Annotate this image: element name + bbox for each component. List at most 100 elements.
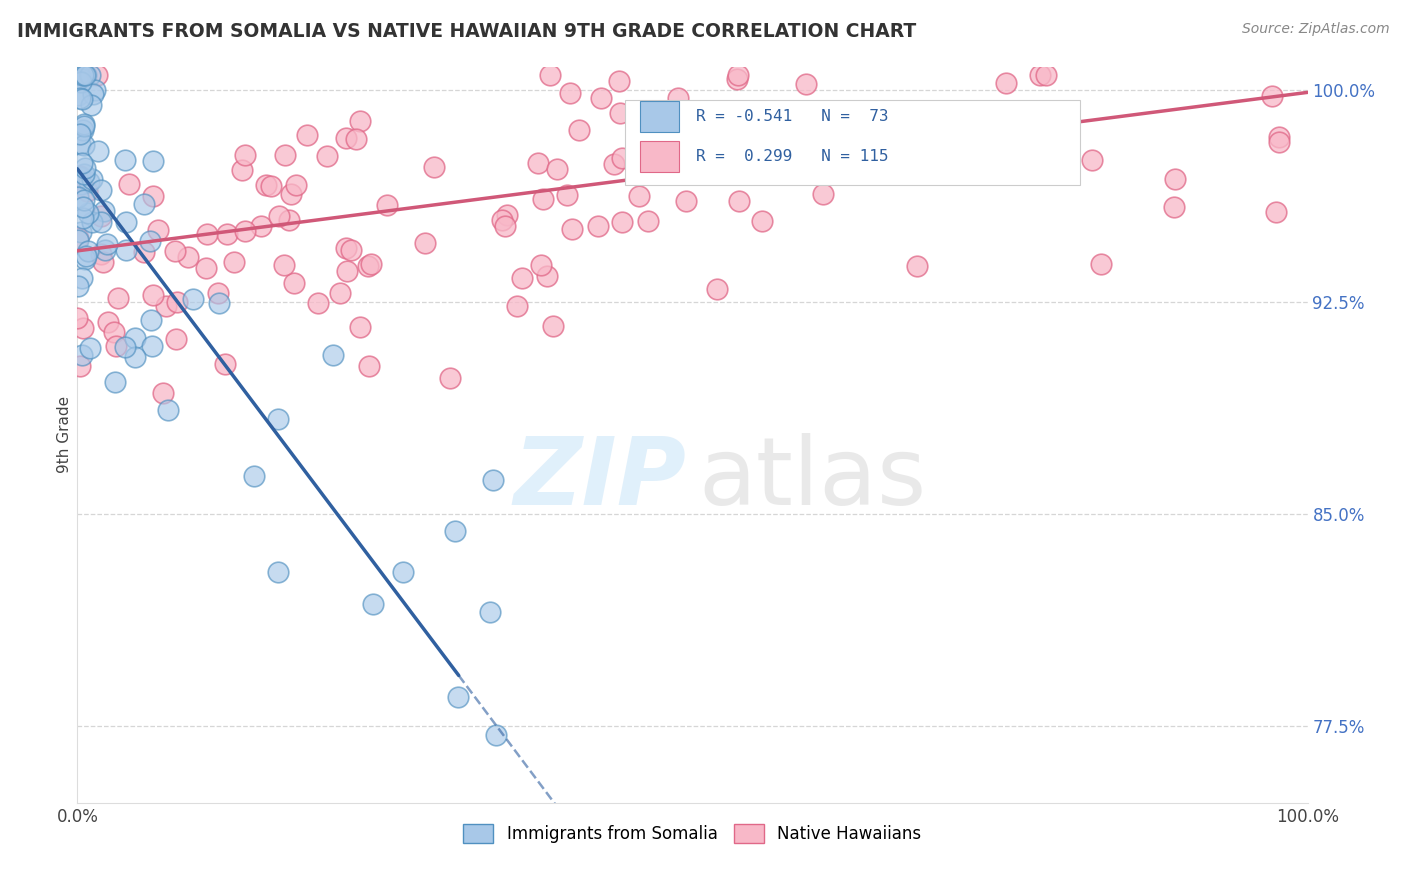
Point	[97, 315, 120, 329]
Point	[103, 325, 125, 339]
Point	[329, 286, 352, 301]
Point	[69, 137, 91, 152]
Point	[361, 597, 384, 611]
Point	[728, 194, 751, 208]
Point	[591, 91, 613, 105]
Point	[165, 244, 187, 258]
Point	[79, 69, 101, 83]
Point	[1028, 69, 1050, 83]
Point	[267, 412, 290, 426]
Point	[90, 215, 112, 229]
Point	[1090, 257, 1112, 271]
Point	[759, 164, 782, 178]
Point	[444, 524, 467, 538]
Point	[75, 252, 97, 266]
Point	[254, 178, 277, 192]
Point	[104, 338, 127, 352]
Point	[86, 144, 108, 158]
Point	[107, 291, 129, 305]
Legend: Immigrants from Somalia, Native Hawaiians: Immigrants from Somalia, Native Hawaiian…	[457, 817, 928, 850]
Point	[70, 155, 93, 169]
Point	[811, 187, 834, 202]
Point	[995, 77, 1018, 91]
Point	[512, 271, 534, 285]
Point	[165, 333, 187, 347]
Point	[536, 268, 558, 283]
Point	[278, 213, 301, 227]
Point	[526, 156, 548, 170]
Point	[72, 200, 94, 214]
Point	[340, 244, 363, 258]
Point	[67, 190, 90, 204]
Point	[610, 215, 633, 229]
Point	[66, 310, 89, 325]
Point	[73, 69, 96, 83]
Point	[208, 296, 231, 310]
Point	[72, 69, 94, 83]
Point	[546, 161, 568, 176]
Point	[82, 87, 104, 101]
Point	[77, 244, 100, 258]
Point	[90, 209, 112, 223]
Point	[69, 170, 91, 185]
Point	[609, 105, 631, 120]
Point	[70, 75, 93, 89]
Point	[260, 179, 283, 194]
Point	[538, 69, 561, 83]
Point	[207, 285, 229, 300]
Point	[1264, 205, 1286, 219]
Point	[72, 193, 94, 207]
Point	[664, 115, 686, 129]
Point	[90, 246, 112, 260]
Point	[267, 566, 290, 580]
Bar	[640, 102, 679, 132]
Text: IMMIGRANTS FROM SOMALIA VS NATIVE HAWAIIAN 9TH GRADE CORRELATION CHART: IMMIGRANTS FROM SOMALIA VS NATIVE HAWAII…	[17, 22, 917, 41]
Point	[612, 151, 634, 165]
Point	[69, 169, 91, 183]
Point	[391, 566, 413, 580]
Point	[375, 198, 398, 212]
Point	[568, 122, 591, 136]
Point	[139, 312, 162, 326]
Point	[124, 331, 146, 345]
Point	[628, 131, 651, 145]
Bar	[640, 141, 679, 172]
Point	[134, 244, 156, 259]
Point	[142, 287, 165, 301]
Point	[283, 277, 305, 291]
Point	[316, 149, 339, 163]
Text: R =  0.299   N = 115: R = 0.299 N = 115	[696, 149, 889, 164]
Point	[1267, 129, 1289, 144]
Point	[706, 282, 728, 296]
Point	[148, 223, 170, 237]
Point	[1261, 88, 1284, 103]
Point	[233, 148, 256, 162]
Point	[217, 227, 239, 241]
Point	[494, 219, 516, 234]
Point	[69, 225, 91, 239]
Point	[67, 231, 90, 245]
Text: Source: ZipAtlas.com: Source: ZipAtlas.com	[1241, 22, 1389, 37]
Point	[73, 119, 96, 133]
Point	[675, 194, 697, 209]
Point	[637, 214, 659, 228]
Point	[195, 227, 218, 241]
Point	[82, 215, 104, 229]
Point	[295, 128, 318, 142]
Point	[214, 357, 236, 371]
Point	[1012, 141, 1035, 155]
Point	[124, 350, 146, 364]
Point	[274, 148, 297, 162]
Point	[91, 254, 114, 268]
Point	[72, 211, 94, 226]
Point	[66, 233, 89, 247]
Point	[70, 92, 93, 106]
Point	[73, 117, 96, 131]
Point	[439, 371, 461, 385]
Point	[482, 473, 505, 487]
Point	[142, 154, 165, 169]
Point	[359, 359, 381, 373]
Point	[86, 69, 108, 83]
Point	[69, 359, 91, 374]
Point	[558, 86, 581, 100]
